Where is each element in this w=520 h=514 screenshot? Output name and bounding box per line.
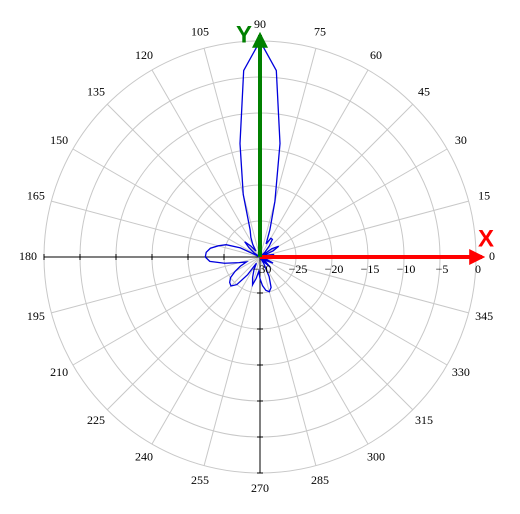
- plot-area: [204, 31, 486, 293]
- theta-tick-label: 90: [254, 17, 266, 31]
- grid-spoke: [51, 200, 261, 258]
- r-tick-label: −20: [325, 262, 344, 276]
- theta-tick-label: 165: [27, 189, 45, 203]
- theta-tick-label: 15: [478, 189, 490, 203]
- theta-tick-label: 285: [311, 473, 329, 487]
- theta-tick-label: 210: [50, 365, 68, 379]
- y-axis-label: Y: [236, 21, 252, 48]
- grid-spoke: [259, 103, 414, 258]
- labels: −30 −25 −20 −15 −10 −5 00 15 30 45 60 75 90 105 120 135…: [19, 17, 495, 495]
- r-tick-label: −10: [397, 262, 416, 276]
- r-tick-label: 0: [475, 262, 481, 276]
- theta-tick-label: 30: [455, 133, 467, 147]
- theta-tick-label: 105: [191, 25, 209, 39]
- theta-tick-label: 300: [367, 450, 385, 464]
- grid-spoke: [203, 256, 261, 466]
- grid-spoke: [259, 69, 369, 258]
- theta-tick-label: 120: [135, 48, 153, 62]
- grid-spoke: [259, 256, 469, 314]
- theta-tick-label: 315: [415, 413, 433, 427]
- grid-spoke: [106, 103, 261, 258]
- r-tick-label: −15: [361, 262, 380, 276]
- grid-spoke: [259, 148, 448, 258]
- grid-spoke: [72, 256, 261, 366]
- r-tick-label: −5: [436, 262, 449, 276]
- r-tick-label: −30: [253, 262, 272, 276]
- grid-spoke: [151, 69, 261, 258]
- pattern-line: [204, 39, 281, 293]
- theta-tick-label: 60: [370, 48, 382, 62]
- theta-tick-label: 225: [87, 413, 105, 427]
- theta-tick-label: 180: [19, 249, 37, 263]
- theta-tick-label: 345: [475, 309, 493, 323]
- grid-spoke: [259, 48, 317, 258]
- grid-spoke: [72, 148, 261, 258]
- grid-spoke: [151, 256, 261, 445]
- grid-spoke: [259, 256, 448, 366]
- theta-tick-label: 255: [191, 473, 209, 487]
- theta-tick-label: 270: [251, 481, 269, 495]
- grid-spoke: [106, 256, 261, 411]
- grid-spoke: [51, 256, 261, 314]
- grid-spoke: [203, 48, 261, 258]
- grid-spoke: [259, 256, 414, 411]
- axes: [43, 254, 263, 474]
- theta-tick-label: 0: [489, 249, 495, 263]
- grid-spoke: [259, 256, 369, 445]
- x-axis-label: X: [478, 225, 494, 252]
- theta-tick-label: 240: [135, 450, 153, 464]
- r-tick-label: −25: [289, 262, 308, 276]
- theta-tick-label: 135: [87, 85, 105, 99]
- grid-spoke: [259, 200, 469, 258]
- theta-tick-label: 195: [27, 309, 45, 323]
- theta-tick-label: 330: [452, 365, 470, 379]
- theta-tick-label: 45: [418, 85, 430, 99]
- theta-tick-label: 75: [314, 25, 326, 39]
- theta-tick-label: 150: [50, 133, 68, 147]
